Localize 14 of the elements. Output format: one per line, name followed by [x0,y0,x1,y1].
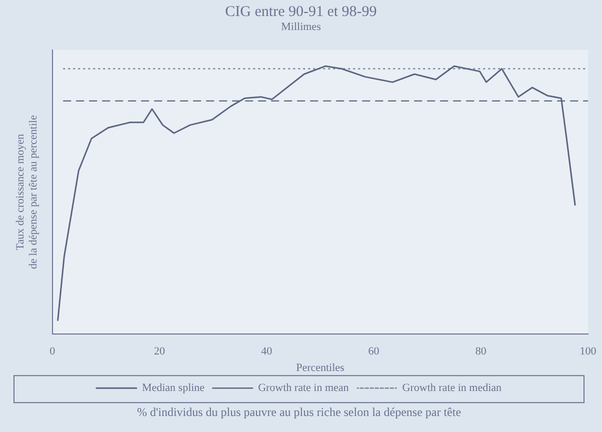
chart-subtitle: Millimes [280,21,322,33]
x-tick-label: 0 [50,346,56,358]
x-tick-label: 40 [261,346,273,358]
x-tick-label: 20 [154,346,166,358]
legend-label: Growth rate in median [402,382,502,394]
x-tick-label: 80 [475,346,487,358]
y-axis-title: Taux de croissance moyen de la dépense par tête au percentile [14,115,40,270]
chart-title: CIG entre 90-91 et 98-99 [224,4,378,21]
legend-label: Median spline [142,382,205,394]
x-tick-label: 60 [368,346,380,358]
text: % d'individus du plus pauvre au plus riche selon la dépense par tête [136,404,462,419]
x-axis-title: Percentiles [296,362,344,374]
x-tick-label: 100 [580,346,597,358]
legend-label: Growth rate in mean [258,382,350,394]
